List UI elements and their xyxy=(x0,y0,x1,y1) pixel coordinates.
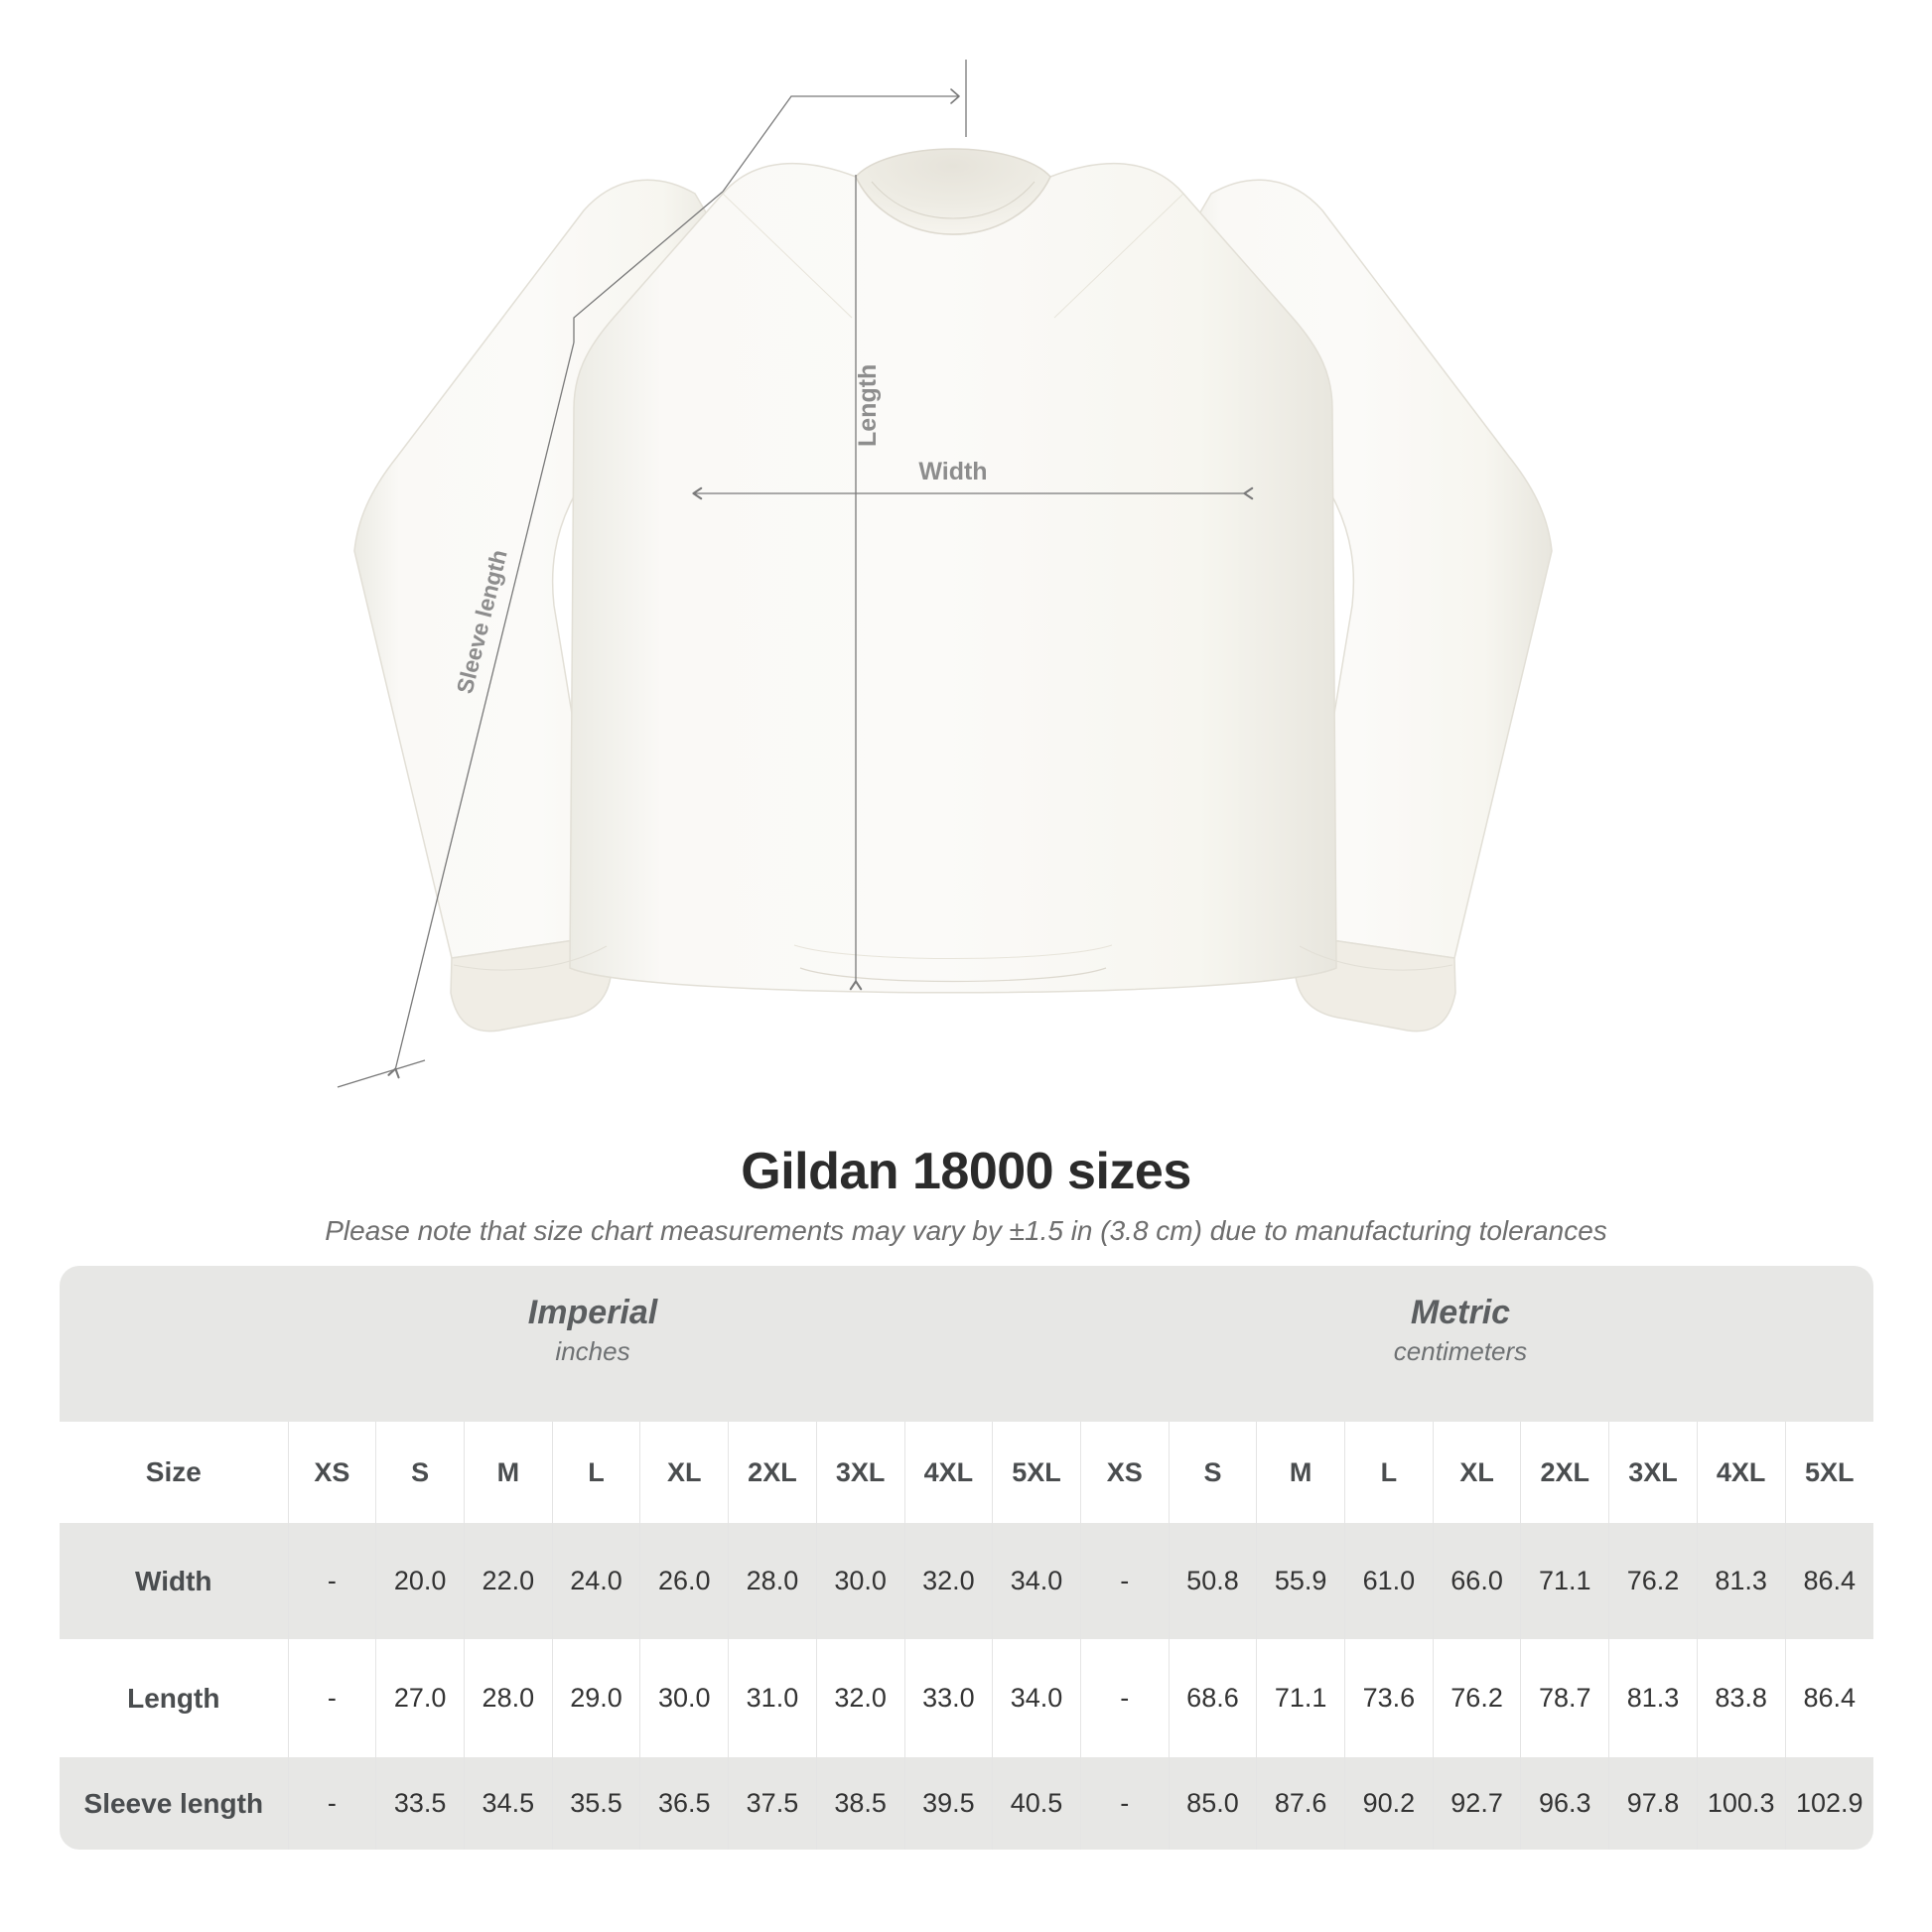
svg-text:Sleeve length: Sleeve length xyxy=(452,547,512,696)
svg-text:Width: Width xyxy=(918,458,987,485)
svg-text:Length: Length xyxy=(854,364,882,447)
